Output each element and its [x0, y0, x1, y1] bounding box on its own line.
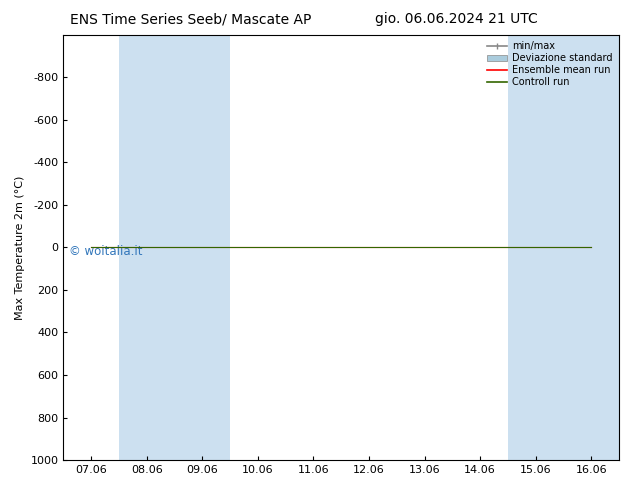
Text: © woitalia.it: © woitalia.it	[69, 245, 143, 258]
Y-axis label: Max Temperature 2m (°C): Max Temperature 2m (°C)	[15, 175, 25, 319]
Bar	[564, 35, 619, 460]
Legend: min/max, Deviazione standard, Ensemble mean run, Controll run: min/max, Deviazione standard, Ensemble m…	[486, 40, 614, 89]
Bar	[508, 35, 564, 460]
Bar	[174, 35, 230, 460]
Text: ENS Time Series Seeb/ Mascate AP: ENS Time Series Seeb/ Mascate AP	[70, 12, 311, 26]
Bar	[119, 35, 174, 460]
Text: gio. 06.06.2024 21 UTC: gio. 06.06.2024 21 UTC	[375, 12, 538, 26]
